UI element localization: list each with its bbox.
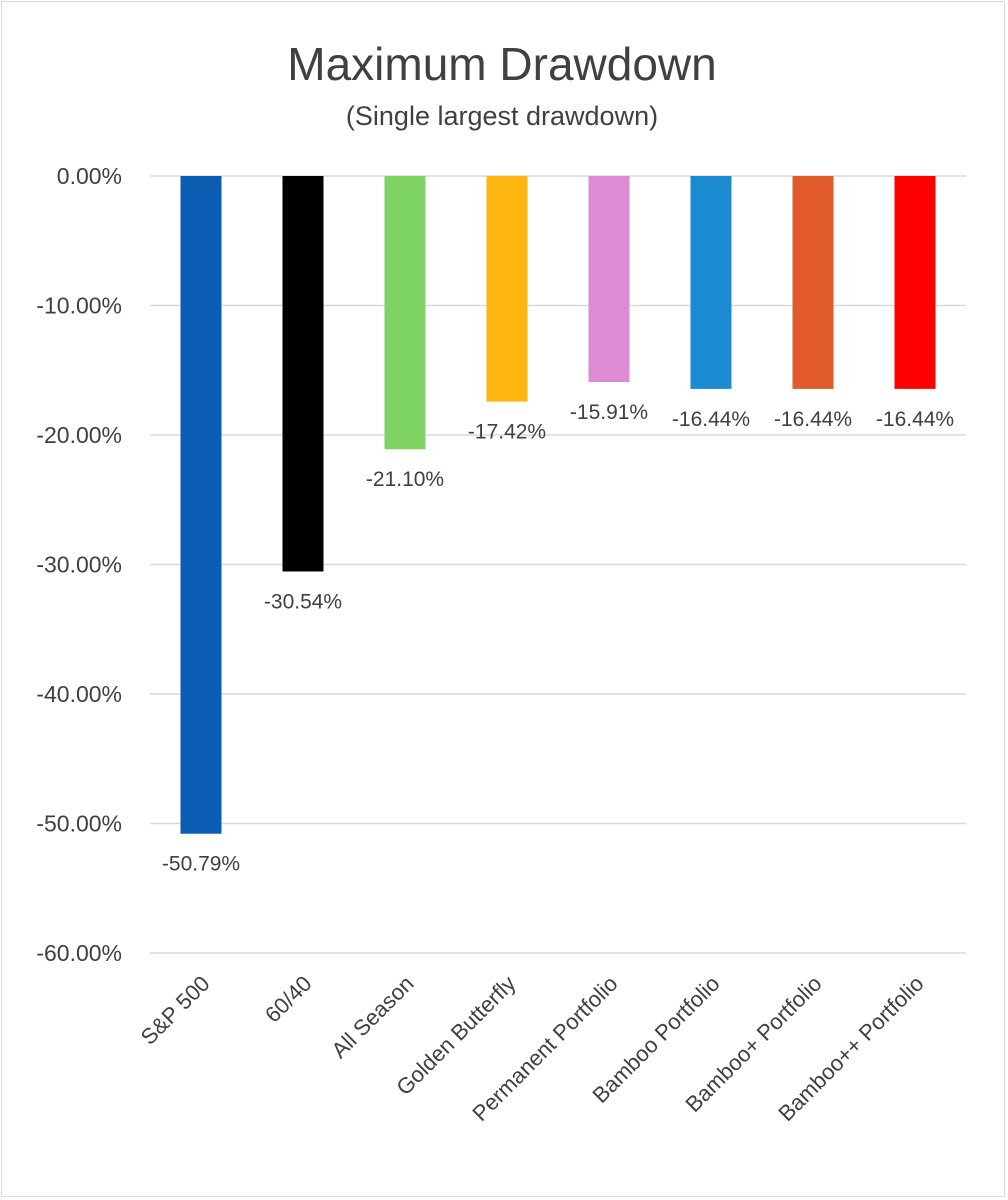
bar — [690, 176, 732, 389]
data-label: -17.42% — [468, 421, 546, 444]
y-axis-ticks: 0.00% -10.00% -20.00% -30.00% -40.00% -50.00%… — [36, 163, 122, 966]
y-tick-label: -40.00% — [36, 681, 122, 707]
bar — [792, 176, 834, 389]
gridlines — [150, 175, 966, 954]
bar — [894, 176, 936, 389]
x-tick-label: 60/40 — [260, 971, 317, 1028]
x-tick-label: S&P 500 — [136, 971, 215, 1050]
bars — [180, 176, 936, 834]
data-label: -30.54% — [264, 590, 342, 613]
data-label: -16.44% — [876, 408, 954, 431]
bar — [486, 176, 528, 402]
y-tick-label: -60.00% — [36, 940, 122, 966]
bar — [384, 176, 426, 450]
data-labels: -50.79% -30.54% -21.10% -17.42% -15.91% -16.4… — [162, 401, 954, 876]
bar — [180, 176, 222, 834]
bar — [282, 176, 324, 572]
data-label: -50.79% — [162, 853, 240, 876]
y-tick-label: -10.00% — [36, 293, 122, 319]
y-tick-label: -30.00% — [36, 552, 122, 578]
chart-subtitle: (Single largest drawdown) — [346, 101, 658, 131]
data-label: -15.91% — [570, 401, 648, 424]
x-tick-label: All Season — [326, 971, 418, 1063]
bar — [588, 176, 630, 383]
y-tick-label: 0.00% — [57, 163, 122, 189]
data-label: -16.44% — [672, 408, 750, 431]
y-tick-label: -50.00% — [36, 811, 122, 837]
data-label: -21.10% — [366, 468, 444, 491]
data-label: -16.44% — [774, 408, 852, 431]
chart-title: Maximum Drawdown — [287, 38, 716, 90]
y-tick-label: -20.00% — [36, 422, 122, 448]
